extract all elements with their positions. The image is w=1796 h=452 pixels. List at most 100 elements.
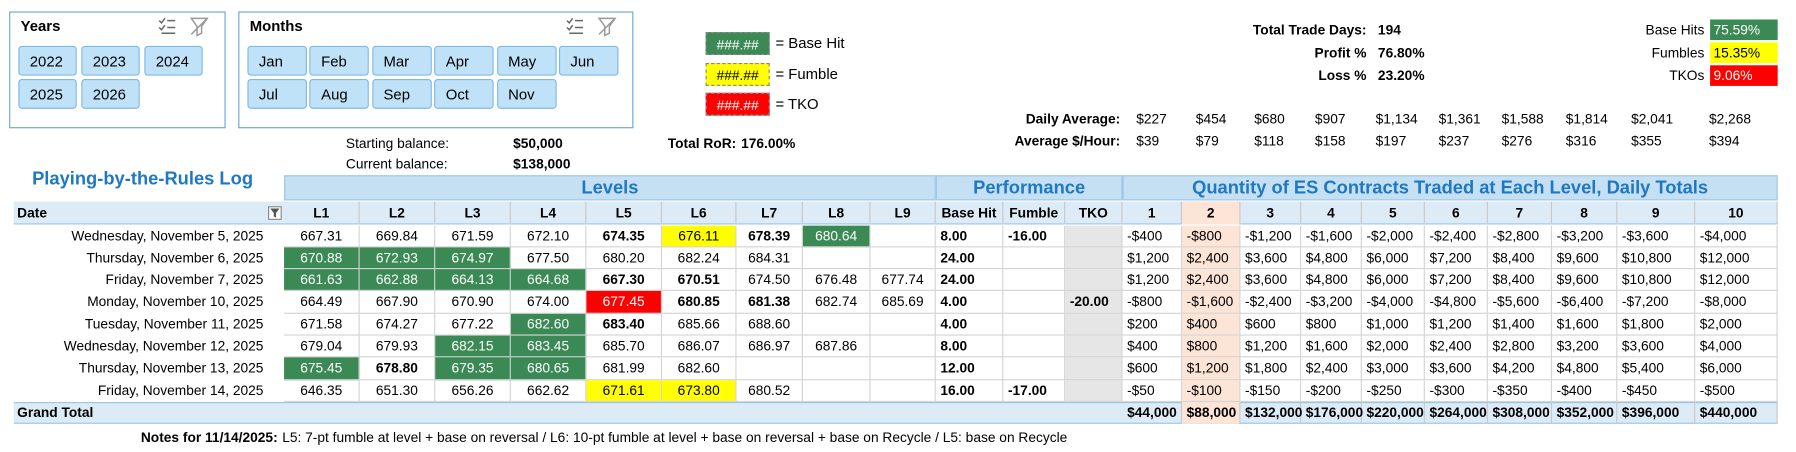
total-cell: $396,000 [1617, 401, 1696, 424]
quantity-cell: -$400 [1122, 225, 1183, 248]
quantity-cell: $2,400 [1424, 335, 1488, 358]
quantity-cell: -$7,200 [1617, 291, 1696, 314]
column-header: L3 [435, 201, 511, 225]
group-header: Quantity of ES Contracts Traded at Each … [1122, 175, 1778, 201]
legend-swatch: ###.## [705, 92, 770, 116]
rate-value: 75.59% [1710, 19, 1778, 41]
stat-value: 76.80% [1377, 44, 1425, 61]
level-cell: 675.45 [284, 357, 360, 380]
slicer-button[interactable]: Feb [309, 45, 370, 76]
performance-cell [1065, 335, 1123, 358]
slicer-button[interactable]: Jul [247, 79, 307, 109]
column-header: L8 [803, 201, 871, 225]
ror-value: 176.00% [741, 135, 796, 152]
performance-cell [1065, 313, 1123, 336]
quantity-cell: $800 [1182, 335, 1241, 358]
level-cell: 674.35 [586, 225, 663, 248]
legend-label: = Fumble [775, 65, 838, 83]
clear-filter-icon[interactable] [189, 16, 210, 37]
quantity-cell: -$3,200 [1552, 225, 1618, 248]
total-cell: $44,000 [1123, 401, 1183, 424]
quantity-cell: $4,800 [1301, 269, 1362, 292]
quantity-cell: $1,600 [1552, 313, 1618, 336]
quantity-cell: $1,200 [1240, 335, 1302, 358]
quantity-cell: $6,000 [1361, 247, 1425, 270]
average-value: $158 [1314, 132, 1346, 149]
level-cell: 683.45 [510, 335, 587, 358]
level-cell: 677.50 [510, 247, 587, 270]
column-header: 5 [1362, 201, 1425, 225]
level-cell: 667.31 [284, 225, 360, 248]
slicer-button[interactable]: 2022 [18, 45, 77, 76]
quantity-cell: $200 [1122, 313, 1183, 336]
multi-select-icon[interactable] [157, 16, 178, 37]
filter-button[interactable] [268, 206, 282, 220]
level-cell [870, 379, 936, 402]
level-cell: 680.85 [662, 291, 737, 314]
average-value: $316 [1565, 132, 1597, 149]
total-cell: $176,000 [1301, 401, 1363, 424]
slicer-button[interactable]: Jan [247, 45, 307, 76]
quantity-cell: $7,200 [1424, 247, 1488, 270]
level-cell [736, 357, 803, 380]
column-header: 3 [1240, 201, 1302, 225]
quantity-cell: -$800 [1182, 225, 1241, 248]
level-cell [802, 247, 871, 270]
slicer-button[interactable]: Mar [372, 45, 432, 76]
quantity-cell: $800 [1301, 313, 1362, 336]
column-header: 8 [1552, 201, 1618, 225]
notes-text: L5: 7-pt fumble at level + base on rever… [282, 429, 1068, 446]
level-cell: 678.39 [736, 225, 803, 248]
level-cell: 646.35 [284, 379, 360, 402]
quantity-cell: $3,000 [1361, 357, 1425, 380]
slicer-button[interactable]: Aug [309, 79, 370, 109]
column-header: Base Hit [936, 201, 1004, 225]
level-cell: 662.62 [510, 379, 587, 402]
total-row-bg [13, 401, 1778, 424]
slicer-button[interactable]: Jun [558, 45, 619, 76]
performance-cell [1003, 269, 1066, 292]
level-cell: 670.51 [662, 269, 737, 292]
slicer-button[interactable]: 2026 [81, 79, 140, 109]
level-cell [870, 247, 936, 270]
performance-cell [1003, 357, 1066, 380]
column-header: TKO [1065, 201, 1123, 225]
total-cell: $352,000 [1552, 401, 1618, 424]
slicer-button[interactable]: Sep [372, 79, 432, 109]
balance-label: Current balance: [345, 155, 448, 172]
column-header: L9 [871, 201, 936, 225]
level-cell: 671.58 [284, 313, 360, 336]
quantity-cell: $12,000 [1695, 269, 1778, 292]
average-value: $79 [1195, 132, 1219, 149]
icon [270, 208, 280, 218]
average-value: $118 [1254, 132, 1284, 149]
level-cell: 667.30 [586, 269, 663, 292]
total-cell: $440,000 [1695, 401, 1778, 424]
total-cell: $308,000 [1488, 401, 1553, 424]
quantity-cell: $1,200 [1182, 357, 1241, 380]
performance-cell [1065, 357, 1123, 380]
average-value: $1,588 [1501, 111, 1544, 128]
date-cell: Friday, November 14, 2025 [97, 382, 264, 399]
quantity-cell: $2,400 [1182, 269, 1241, 292]
slicer-button[interactable]: 2023 [81, 45, 140, 76]
slicer-button[interactable]: Oct [434, 79, 494, 109]
quantity-cell: $600 [1122, 357, 1183, 380]
average-value: $1,361 [1438, 111, 1481, 128]
group-header: Levels [284, 175, 936, 201]
slicer-button[interactable]: May [496, 45, 557, 76]
slicer-button[interactable]: 2024 [144, 45, 203, 76]
quantity-cell: $400 [1122, 335, 1183, 358]
multi-select-icon[interactable] [565, 16, 586, 37]
slicer-button[interactable]: Apr [434, 45, 494, 76]
level-cell [802, 357, 871, 380]
quantity-cell: -$450 [1617, 379, 1696, 402]
quantity-cell: -$250 [1361, 379, 1425, 402]
clear-filter-icon[interactable] [597, 16, 618, 37]
performance-cell: -17.00 [1003, 379, 1066, 402]
balance-value: $50,000 [513, 135, 563, 152]
date-cell: Monday, November 10, 2025 [87, 293, 264, 310]
level-cell: 674.00 [510, 291, 587, 314]
slicer-button[interactable]: 2025 [18, 79, 77, 109]
slicer-button[interactable]: Nov [496, 79, 557, 109]
